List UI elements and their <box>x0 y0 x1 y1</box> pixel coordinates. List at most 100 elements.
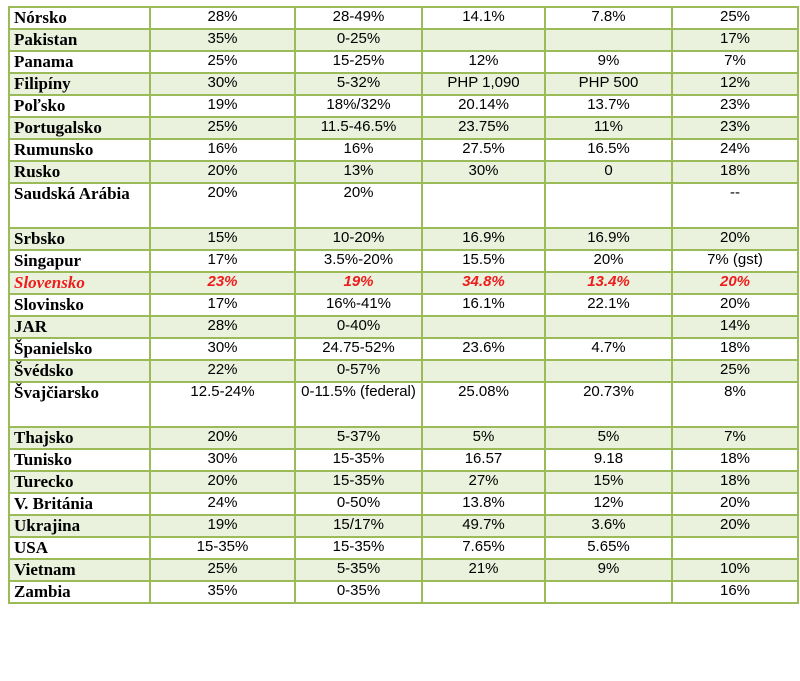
country-cell: Tunisko <box>8 448 151 472</box>
value-cell: 28% <box>149 6 296 30</box>
value-cell: 17% <box>149 293 296 317</box>
value-cell: 12% <box>421 50 546 74</box>
value-cell: 23% <box>671 94 799 118</box>
table-row: Zambia 35% 0-35% 16% <box>8 580 799 604</box>
value-cell: 11% <box>544 116 673 140</box>
value-cell: 20% <box>149 470 296 494</box>
country-cell: Švédsko <box>8 359 151 383</box>
value-cell: 16% <box>294 138 423 162</box>
value-cell: 20% <box>671 492 799 516</box>
value-cell: 17% <box>671 28 799 52</box>
value-cell: 9% <box>544 558 673 582</box>
value-cell: 0-35% <box>294 580 423 604</box>
value-cell: 16.5% <box>544 138 673 162</box>
value-cell: 3.5%-20% <box>294 249 423 273</box>
value-cell: 5% <box>544 426 673 450</box>
table-row: Poľsko 19% 18%/32% 20.14% 13.7% 23% <box>8 94 799 118</box>
value-cell: 4.7% <box>544 337 673 361</box>
value-cell: 20% <box>149 182 296 229</box>
country-cell: Ukrajina <box>8 514 151 538</box>
value-cell: 25% <box>671 359 799 383</box>
value-cell: 16.1% <box>421 293 546 317</box>
table-row: Nórsko 28% 28-49% 14.1% 7.8% 25% <box>8 6 799 30</box>
value-cell <box>544 580 673 604</box>
value-cell: 15.5% <box>421 249 546 273</box>
value-cell: 20% <box>671 227 799 251</box>
value-cell: 49.7% <box>421 514 546 538</box>
country-cell: Turecko <box>8 470 151 494</box>
value-cell: 0-40% <box>294 315 423 339</box>
value-cell <box>421 28 546 52</box>
country-cell: Filipíny <box>8 72 151 96</box>
country-cell: Portugalsko <box>8 116 151 140</box>
value-cell: 23.6% <box>421 337 546 361</box>
country-cell: Srbsko <box>8 227 151 251</box>
table-row: Portugalsko 25% 11.5-46.5% 23.75% 11% 23… <box>8 116 799 140</box>
table-row: Pakistan 35% 0-25% 17% <box>8 28 799 52</box>
table-row: Švédsko 22% 0-57% 25% <box>8 359 799 383</box>
table-row: Saudská Arábia 20% 20% -- <box>8 182 799 229</box>
value-cell: 19% <box>294 271 423 295</box>
value-cell: 16.9% <box>544 227 673 251</box>
value-cell <box>421 359 546 383</box>
value-cell: 0-50% <box>294 492 423 516</box>
country-cell: Nórsko <box>8 6 151 30</box>
value-cell: 0-57% <box>294 359 423 383</box>
value-cell: 7% <box>671 426 799 450</box>
value-cell: 8% <box>671 381 799 428</box>
value-cell: 18% <box>671 160 799 184</box>
value-cell: 20% <box>544 249 673 273</box>
value-cell: 28-49% <box>294 6 423 30</box>
value-cell: 22% <box>149 359 296 383</box>
country-cell: Singapur <box>8 249 151 273</box>
value-cell: 30% <box>149 337 296 361</box>
table-row: V. Británia 24% 0-50% 13.8% 12% 20% <box>8 492 799 516</box>
value-cell: PHP 1,090 <box>421 72 546 96</box>
table-row: Tunisko 30% 15-35% 16.57 9.18 18% <box>8 448 799 472</box>
value-cell: 35% <box>149 580 296 604</box>
country-cell: Švajčiarsko <box>8 381 151 428</box>
value-cell: 18% <box>671 448 799 472</box>
value-cell <box>421 182 546 229</box>
value-cell: 25% <box>149 50 296 74</box>
country-cell: Španielsko <box>8 337 151 361</box>
value-cell: 7% <box>671 50 799 74</box>
value-cell: 17% <box>149 249 296 273</box>
value-cell: 20% <box>149 426 296 450</box>
value-cell: 24.75-52% <box>294 337 423 361</box>
value-cell: 16% <box>671 580 799 604</box>
value-cell: 27% <box>421 470 546 494</box>
value-cell: 7.8% <box>544 6 673 30</box>
value-cell: 35% <box>149 28 296 52</box>
value-cell: 14.1% <box>421 6 546 30</box>
value-cell: 25% <box>149 558 296 582</box>
value-cell: 30% <box>149 72 296 96</box>
value-cell: 16%-41% <box>294 293 423 317</box>
table-row: Slovinsko 17% 16%-41% 16.1% 22.1% 20% <box>8 293 799 317</box>
table-row: Filipíny 30% 5-32% PHP 1,090 PHP 500 12% <box>8 72 799 96</box>
table-row: Španielsko 30% 24.75-52% 23.6% 4.7% 18% <box>8 337 799 361</box>
value-cell: 13.4% <box>544 271 673 295</box>
value-cell: 34.8% <box>421 271 546 295</box>
value-cell: 0 <box>544 160 673 184</box>
value-cell: 5-37% <box>294 426 423 450</box>
value-cell: 18%/32% <box>294 94 423 118</box>
value-cell: 12% <box>544 492 673 516</box>
value-cell: 20% <box>149 160 296 184</box>
value-cell: 22.1% <box>544 293 673 317</box>
value-cell: 11.5-46.5% <box>294 116 423 140</box>
country-cell: Slovensko <box>8 271 151 295</box>
value-cell: 15/17% <box>294 514 423 538</box>
value-cell: 9% <box>544 50 673 74</box>
value-cell: 7% (gst) <box>671 249 799 273</box>
value-cell <box>544 315 673 339</box>
value-cell: 0-11.5% (federal) <box>294 381 423 428</box>
country-cell: V. Británia <box>8 492 151 516</box>
value-cell: 13.7% <box>544 94 673 118</box>
value-cell: 19% <box>149 94 296 118</box>
value-cell: 20% <box>671 514 799 538</box>
value-cell: 27.5% <box>421 138 546 162</box>
country-cell: Thajsko <box>8 426 151 450</box>
value-cell: 12% <box>671 72 799 96</box>
value-cell: 23.75% <box>421 116 546 140</box>
